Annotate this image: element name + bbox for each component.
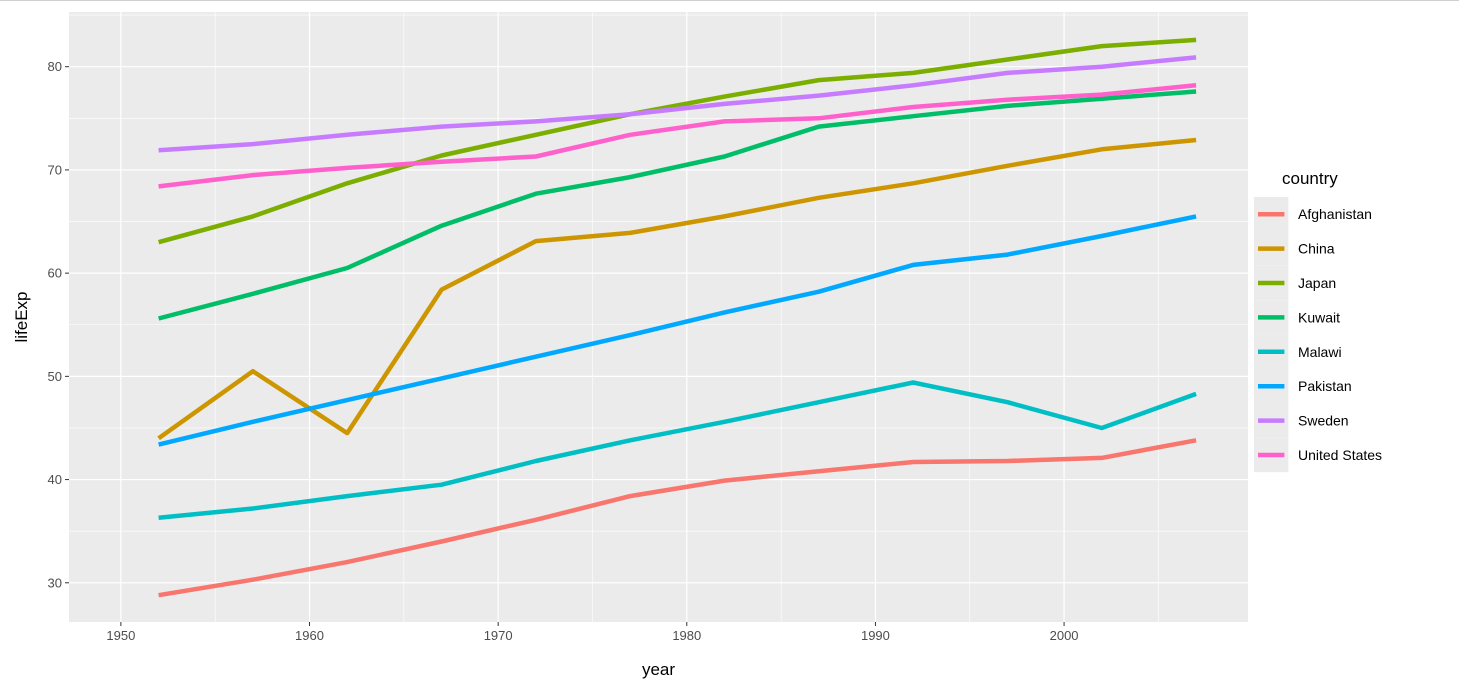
legend-label: United States — [1298, 447, 1382, 463]
legend-label: Sweden — [1298, 413, 1349, 429]
legend-label: Malawi — [1298, 344, 1342, 360]
y-tick-label: 40 — [48, 472, 62, 487]
x-tick-label: 1970 — [484, 628, 513, 643]
x-tick-label: 1990 — [861, 628, 890, 643]
y-tick-label: 60 — [48, 266, 62, 281]
x-tick-label: 2000 — [1050, 628, 1079, 643]
series-line-malawi — [158, 380, 1197, 521]
legend-label: Afghanistan — [1298, 206, 1372, 222]
legend-label: China — [1298, 241, 1335, 257]
series-line-kuwait — [158, 89, 1197, 321]
x-tick-label: 1960 — [295, 628, 324, 643]
y-tick-label: 80 — [48, 59, 62, 74]
legend-label: Kuwait — [1298, 309, 1340, 325]
series-line-afghanistan — [158, 438, 1197, 598]
legend-title: country — [1282, 169, 1338, 188]
plot-panel — [69, 12, 1248, 622]
series-line-pakistan — [158, 214, 1197, 447]
series-line-sweden — [158, 55, 1197, 153]
top-border — [0, 0, 1459, 1]
legend-label: Japan — [1298, 275, 1336, 291]
x-axis-title: year — [642, 660, 675, 679]
x-tick-label: 1950 — [106, 628, 135, 643]
series-line-united-states — [158, 83, 1197, 189]
series-line-japan — [158, 37, 1197, 245]
y-tick-label: 30 — [48, 575, 62, 590]
series-line-china — [157, 137, 1197, 441]
y-tick-label: 50 — [48, 369, 62, 384]
x-tick-label: 1980 — [672, 628, 701, 643]
y-tick-label: 70 — [48, 162, 62, 177]
legend-label: Pakistan — [1298, 378, 1352, 394]
y-axis-title: lifeExp — [12, 291, 31, 342]
